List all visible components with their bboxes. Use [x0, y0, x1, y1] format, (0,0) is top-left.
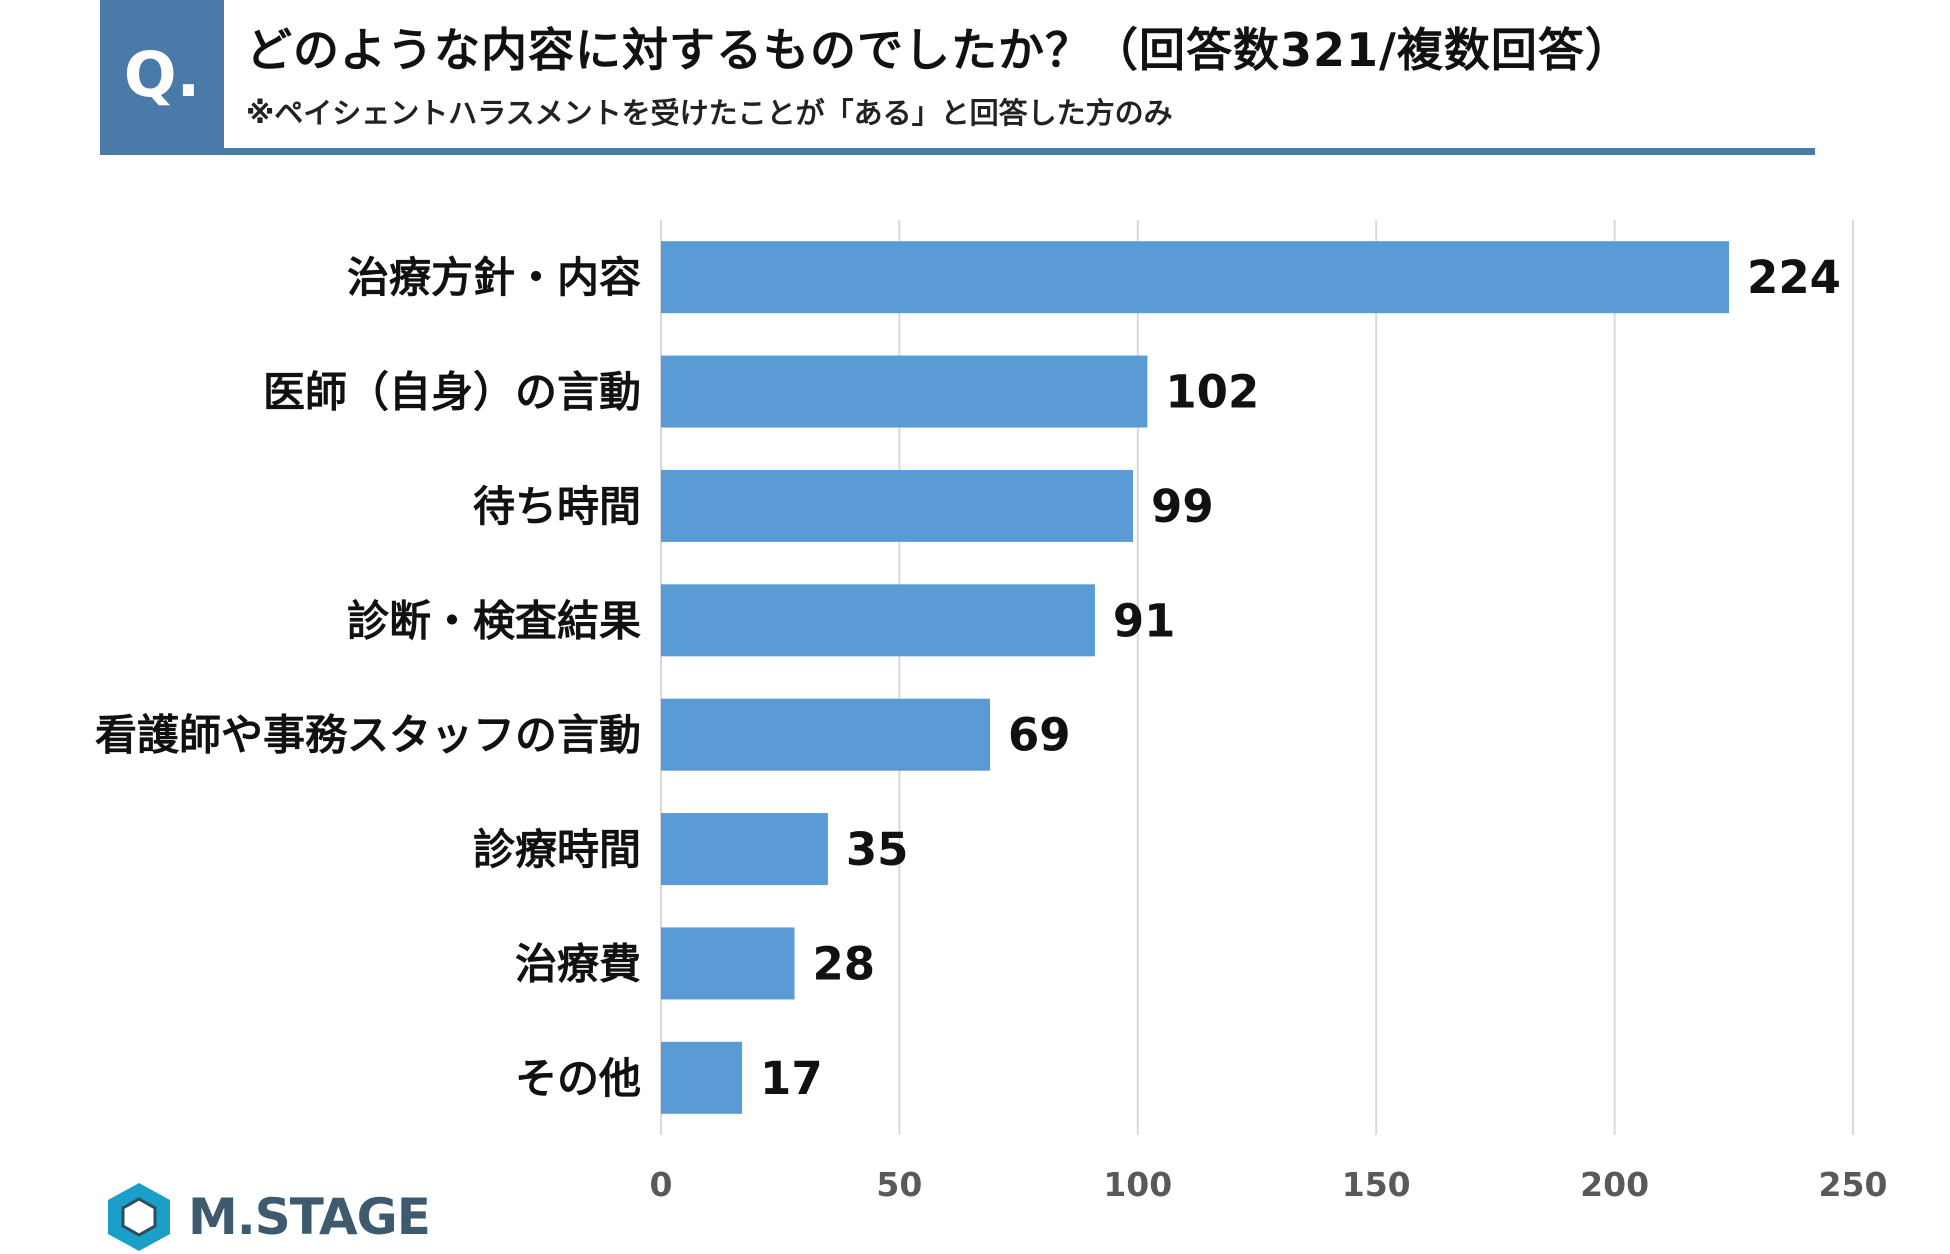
value-label-0: 224 [1747, 251, 1841, 304]
category-label-6: 治療費 [515, 939, 641, 988]
header-underline [100, 148, 1815, 155]
bar-4 [661, 698, 990, 771]
bar-2 [661, 469, 1134, 542]
value-label-1: 102 [1165, 366, 1259, 419]
question-header: Q. どのような内容に対するものでしたか？（回答数321/複数回答） ※ペイシェ… [100, 0, 1815, 155]
category-label-3: 診断・検査結果 [347, 596, 641, 645]
category-label-0: 治療方針・内容 [347, 253, 641, 302]
question-subtitle: ※ペイシェントハラスメントを受けたことが「ある」と回答した方のみ [246, 96, 1173, 130]
brand-logo-text: M.STAGE [188, 1188, 431, 1246]
value-label-3: 91 [1113, 594, 1176, 647]
brand-logo: M.STAGE [104, 1180, 464, 1254]
value-label-5: 35 [846, 823, 909, 876]
category-label-2: 待ち時間 [473, 482, 641, 531]
x-tick-label-1: 50 [876, 1165, 922, 1204]
x-tick-label-5: 250 [1819, 1165, 1888, 1204]
question-title: どのような内容に対するものでしたか？（回答数321/複数回答） [246, 23, 1632, 77]
bar-1 [661, 355, 1148, 428]
bar-7 [661, 1041, 743, 1114]
x-tick-label-3: 150 [1342, 1165, 1411, 1204]
value-label-6: 28 [813, 937, 876, 990]
category-label-1: 医師（自身）の言動 [263, 368, 641, 417]
value-label-7: 17 [760, 1052, 823, 1105]
bar-3 [661, 584, 1095, 657]
category-label-4: 看護師や事務スタッフの言動 [95, 711, 641, 760]
bar-6 [661, 927, 795, 1000]
x-tick-label-0: 0 [650, 1165, 673, 1204]
bar-5 [661, 813, 828, 886]
question-badge-label: Q. [123, 37, 201, 111]
value-label-4: 69 [1008, 709, 1071, 762]
x-tick-label-2: 100 [1103, 1165, 1172, 1204]
hexagon-logo-icon [108, 1183, 170, 1251]
category-label-5: 診療時間 [473, 825, 641, 874]
bar-0 [661, 241, 1730, 314]
category-label-7: その他 [515, 1054, 641, 1103]
value-label-2: 99 [1151, 480, 1214, 533]
x-tick-label-4: 200 [1580, 1165, 1649, 1204]
question-badge: Q. [100, 0, 224, 148]
